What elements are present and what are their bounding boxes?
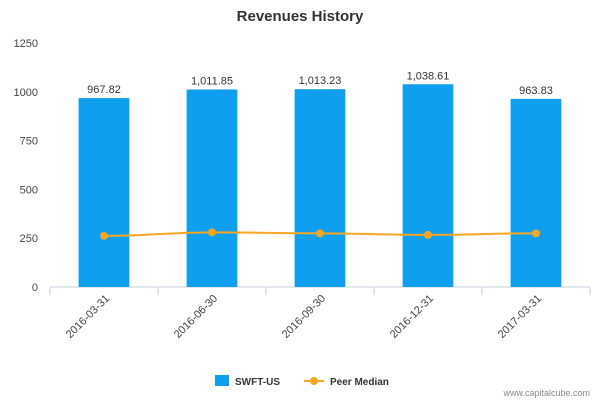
line-point — [316, 229, 324, 238]
line-point — [208, 228, 216, 237]
y-tick-label: 250 — [20, 233, 38, 245]
x-tick-label: 2017-03-31 — [496, 293, 544, 341]
data-label: 963.83 — [519, 85, 553, 97]
bar — [510, 98, 562, 287]
bar — [402, 84, 454, 287]
y-axis: 0 250 500 750 1000 1250 — [14, 38, 38, 294]
legend: SWFT-US Peer Median — [215, 375, 389, 388]
legend-label: Peer Median — [330, 377, 389, 388]
data-label: 1,038.61 — [407, 70, 450, 82]
x-tick-label: 2016-06-30 — [172, 293, 220, 341]
data-label: 1,013.23 — [299, 75, 342, 87]
y-tick-label: 1000 — [14, 87, 38, 99]
x-tick-label: 2016-12-31 — [388, 293, 436, 341]
credit-text: www.capitalcube.com — [502, 388, 590, 398]
y-tick-label: 750 — [20, 136, 38, 148]
x-tick-label: 2016-03-31 — [64, 293, 112, 341]
data-label: 1,011.85 — [191, 75, 233, 87]
legend-label: SWFT-US — [235, 377, 280, 388]
line-point — [532, 229, 540, 238]
x-tick-label: 2016-09-30 — [280, 293, 328, 341]
bar — [294, 89, 346, 288]
line-point — [100, 231, 108, 240]
chart-title: Revenues History — [237, 8, 364, 25]
bar — [186, 89, 238, 287]
y-tick-label: 1250 — [14, 38, 38, 50]
legend-swatch-bar — [215, 375, 229, 386]
line-point — [424, 230, 432, 239]
x-axis: 2016-03-31 2016-06-30 2016-09-30 2016-12-31… — [49, 286, 591, 341]
legend-swatch-point — [310, 377, 318, 385]
data-label: 967.82 — [87, 84, 121, 96]
bar — [78, 98, 130, 287]
bar-series — [78, 84, 562, 288]
y-tick-label: 0 — [32, 282, 38, 294]
data-labels: 967.82 1,011.85 1,013.23 1,038.61 963.83 — [87, 70, 553, 97]
line-series — [100, 228, 540, 240]
y-tick-label: 500 — [20, 184, 38, 196]
